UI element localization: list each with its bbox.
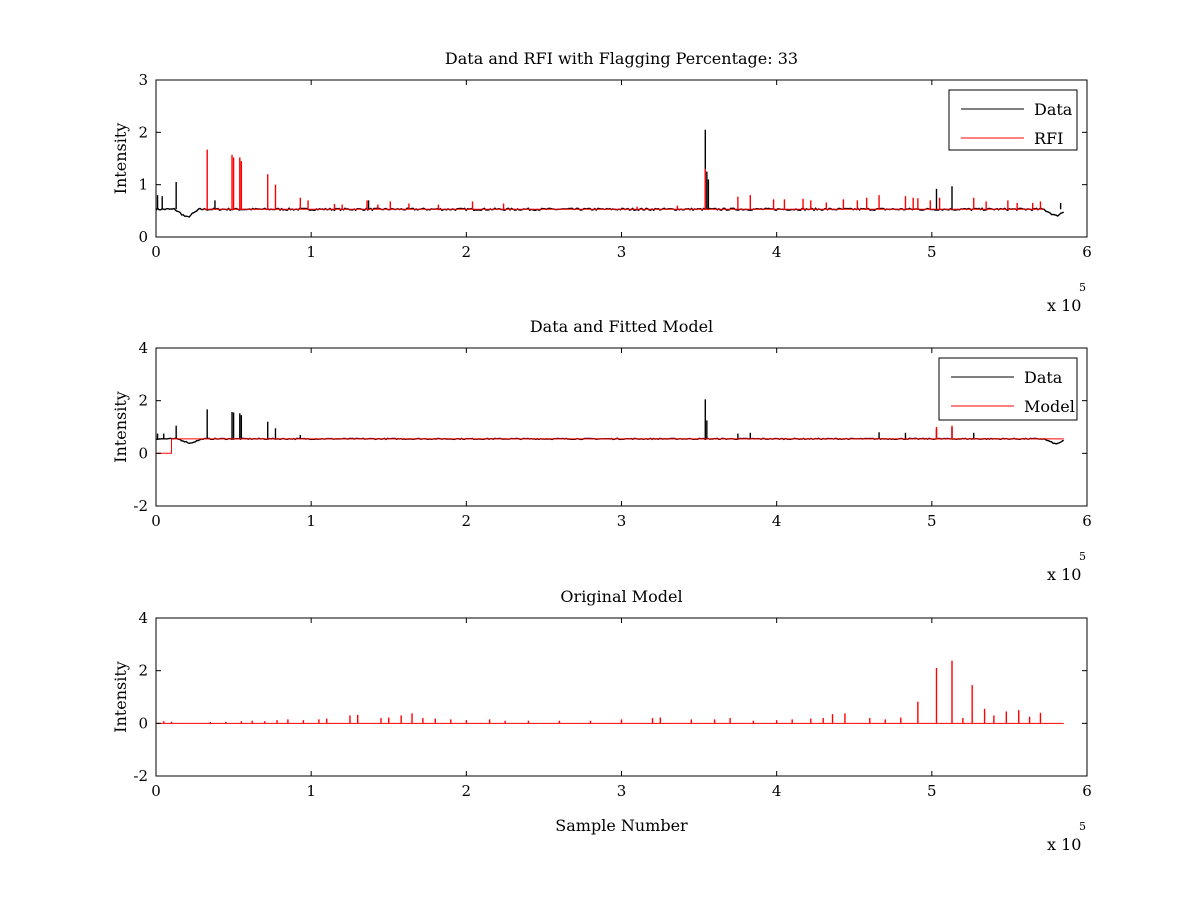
x-multiplier: x 10 (1047, 296, 1081, 315)
y-tick-label: 4 (138, 339, 148, 357)
x-multiplier-exponent: 5 (1079, 281, 1086, 294)
y-axis-label: Intensity (111, 123, 130, 195)
plot-lines (156, 129, 1064, 218)
x-tick-label: 6 (1082, 782, 1092, 800)
chart-title: Data and Fitted Model (530, 317, 713, 336)
y-tick-label: 2 (138, 392, 148, 410)
x-tick-label: 4 (772, 782, 782, 800)
model-line (156, 438, 1064, 454)
series-model-3 (156, 660, 1064, 724)
x-tick-label: 0 (151, 243, 161, 261)
y-tick-label: 4 (138, 609, 148, 627)
y-tick-label: 0 (138, 228, 148, 246)
legend: Data RFI (948, 89, 1078, 151)
x-tick-label: 3 (617, 512, 627, 530)
x-multiplier: x 10 (1047, 565, 1081, 584)
series-rfi-1 (202, 149, 1044, 210)
y-tick-label: -2 (133, 767, 148, 785)
x-tick-label: 5 (927, 243, 937, 261)
y-tick-label: -2 (133, 497, 148, 515)
y-axis-label: Intensity (111, 391, 130, 463)
plot-area (155, 617, 1088, 777)
x-tick-label: 4 (772, 512, 782, 530)
x-tick-label: 2 (462, 243, 472, 261)
x-multiplier-exponent: 5 (1079, 550, 1086, 563)
legend-label-2: Model (1024, 397, 1075, 416)
legend: Data Model (938, 357, 1078, 421)
x-tick-label: 1 (306, 512, 316, 530)
x-tick-label: 4 (772, 243, 782, 261)
x-tick-label: 3 (617, 243, 627, 261)
legend-box (938, 357, 1078, 421)
x-tick-label: 6 (1082, 512, 1092, 530)
chart-title: Original Model (560, 587, 682, 606)
legend-label-1: Data (1034, 100, 1073, 119)
x-tick-label: 6 (1082, 243, 1092, 261)
legend-label-2: RFI (1034, 129, 1063, 148)
x-tick-label: 0 (151, 782, 161, 800)
x-tick-label: 1 (306, 782, 316, 800)
y-tick-label: 3 (138, 71, 148, 89)
plot-lines (156, 660, 1064, 724)
series-data-1 (156, 129, 1064, 218)
chart-panel-1: 0 1 2 3 4 5 6 0 1 2 3 Data and RFI with Flagging Pe… (111, 49, 1092, 315)
series-data-2 (156, 399, 1065, 445)
plot-lines (156, 399, 1065, 454)
x-tick-label: 3 (617, 782, 627, 800)
x-tick-label: 0 (151, 512, 161, 530)
y-tick-label: 0 (138, 714, 148, 732)
x-tick-label: 5 (927, 512, 937, 530)
plot-area (155, 79, 1088, 238)
x-axis-label: Sample Number (555, 816, 688, 835)
x-tick-label: 5 (927, 782, 937, 800)
x-multiplier: x 10 (1047, 835, 1081, 854)
series-model-2 (156, 425, 1064, 454)
y-tick-label: 2 (138, 123, 148, 141)
chart-title: Data and RFI with Flagging Percentage: 3… (445, 49, 798, 68)
legend-box (948, 89, 1078, 151)
y-tick-label: 1 (138, 176, 148, 194)
x-multiplier-exponent: 5 (1079, 820, 1086, 833)
y-tick-label: 2 (138, 662, 148, 680)
x-tick-label: 2 (462, 782, 472, 800)
y-tick-label: 0 (138, 444, 148, 462)
legend-label-1: Data (1024, 368, 1063, 387)
x-tick-label: 1 (306, 243, 316, 261)
x-tick-label: 2 (462, 512, 472, 530)
y-axis-label: Intensity (111, 661, 130, 733)
